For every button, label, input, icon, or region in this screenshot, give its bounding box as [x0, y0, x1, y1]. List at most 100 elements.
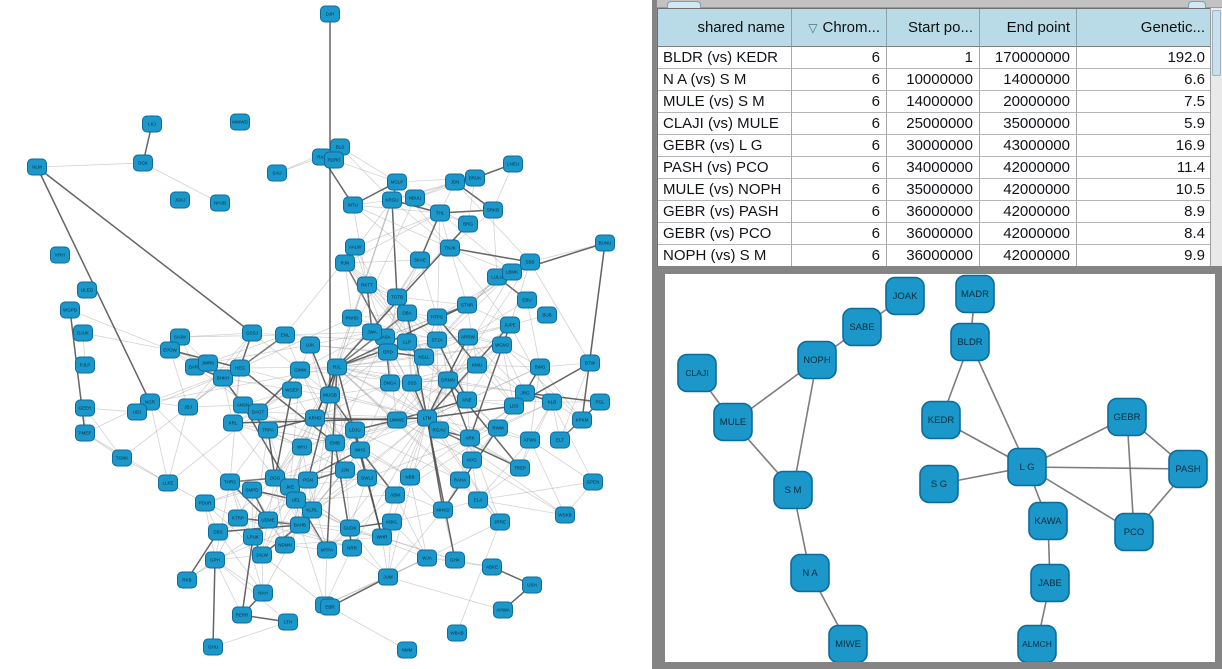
network-node[interactable]: ELA [468, 491, 488, 509]
network-node[interactable]: RJN [335, 254, 355, 272]
network-node[interactable]: BRUK [465, 169, 485, 187]
network-node[interactable]: RDRD [324, 151, 344, 169]
node-PCO[interactable]: PCO [1114, 512, 1154, 552]
network-node[interactable]: BTW [580, 354, 600, 372]
network-node[interactable]: BHKH [213, 369, 233, 387]
network-node[interactable]: NBB [400, 468, 420, 486]
network-node[interactable]: NMM [397, 641, 417, 659]
network-node[interactable]: SAU [267, 164, 287, 182]
network-node[interactable]: BAHB [290, 516, 310, 534]
network-node[interactable]: SSS [402, 374, 422, 392]
network-node[interactable]: BRG [458, 215, 478, 233]
table-scrollbar[interactable] [1210, 8, 1222, 266]
node-JOAK[interactable]: JOAK [885, 276, 925, 316]
network-node[interactable]: JJN [335, 461, 355, 479]
node-S-M[interactable]: S M [773, 470, 813, 510]
table-row[interactable]: GEBR (vs) PASH 6 36000000 42000000 8.9 [658, 201, 1212, 223]
network-node[interactable]: LTH [278, 613, 298, 631]
network-node[interactable]: TGTB [387, 288, 407, 306]
network-node[interactable]: JBJ [178, 398, 198, 416]
network-node[interactable]: JUPE [500, 316, 520, 334]
table-row[interactable]: N A (vs) S M 6 10000000 14000000 6.6 [658, 69, 1212, 91]
network-node[interactable]: GEEH [75, 399, 95, 417]
network-node[interactable]: UEL [286, 491, 306, 509]
network-node[interactable]: GWLJ [357, 469, 377, 487]
network-node[interactable]: PDUR [195, 494, 215, 512]
network-node[interactable]: RKTT [357, 276, 377, 294]
network-node[interactable]: EPDW [160, 341, 180, 359]
network-node[interactable]: EBR [320, 598, 340, 616]
network-node[interactable]: JUM [378, 568, 398, 586]
network-node[interactable]: BUB [537, 306, 557, 324]
network-node[interactable]: DGG [265, 469, 285, 487]
network-node[interactable]: ABM [385, 486, 405, 504]
network-node[interactable]: LDS [504, 397, 524, 415]
column-header-chromosome[interactable]: ▽ Chrom... [792, 9, 887, 47]
network-node[interactable]: KRH [50, 246, 70, 264]
network-node[interactable]: TRPA [258, 421, 278, 439]
network-node[interactable]: WBAB [447, 624, 467, 642]
node-NOPH[interactable]: NOPH [797, 340, 837, 380]
network-node[interactable]: NDMN [275, 536, 295, 554]
network-node[interactable]: UWWE [387, 411, 407, 429]
column-header-start-position[interactable]: Start po... [887, 9, 980, 47]
network-node[interactable]: WGMJ [492, 336, 512, 354]
network-node[interactable]: RWM [488, 419, 508, 437]
network-node[interactable]: DRMN [438, 371, 458, 389]
network-node[interactable]: WHR [372, 528, 392, 546]
network-node[interactable]: THL [430, 204, 450, 222]
network-node[interactable]: WGPD [60, 301, 80, 319]
network-node[interactable]: DBA [397, 304, 417, 322]
network-edge[interactable] [792, 359, 818, 491]
network-node[interactable]: ABKE [482, 558, 502, 576]
node-ALMCH[interactable]: ALMCH [1017, 624, 1057, 663]
network-node[interactable]: JRRE [490, 513, 510, 531]
network-node[interactable]: PMEP [75, 424, 95, 442]
network-node[interactable]: ENL [275, 326, 295, 344]
network-node[interactable]: DNGA [380, 374, 400, 392]
network-node[interactable]: MUGB [320, 386, 340, 404]
filter-icon[interactable]: ▽ [808, 20, 818, 35]
network-node[interactable]: RERR [232, 606, 252, 624]
network-node[interactable]: NLM [27, 158, 47, 176]
network-node[interactable]: TGNK [112, 449, 132, 467]
network-node[interactable]: WHS [350, 441, 370, 459]
network-edge[interactable] [1026, 466, 1189, 470]
network-node[interactable]: PGL [590, 393, 610, 411]
network-node[interactable]: AHWA [493, 601, 513, 619]
network-node[interactable]: ARK [460, 429, 480, 447]
network-node[interactable]: RAHA [450, 471, 470, 489]
table-row[interactable]: GEBR (vs) PCO 6 36000000 42000000 8.4 [658, 223, 1212, 245]
network-node[interactable]: EBU [517, 291, 537, 309]
network-node[interactable]: RKB [177, 571, 197, 589]
network-node[interactable]: DJH [320, 5, 340, 23]
node-MULE[interactable]: MULE [713, 402, 753, 442]
network-node[interactable]: MTPA [317, 541, 337, 559]
network-node[interactable]: NBUU [405, 189, 425, 207]
node-GEBR[interactable]: GEBR [1107, 397, 1147, 437]
node-MIWE[interactable]: MIWE [828, 624, 868, 663]
network-node[interactable]: ULEG [77, 281, 97, 299]
node-PASH[interactable]: PASH [1168, 449, 1208, 489]
network-node[interactable]: STJA [427, 331, 447, 349]
network-node[interactable]: THRS [220, 473, 240, 491]
network-node[interactable]: KNE [457, 391, 477, 409]
network-node[interactable]: EMB [325, 434, 345, 452]
small-network-canvas[interactable]: JOAK SABE NOPH CLAJI MULE S M N A MIWE MADR BLDR K… [665, 274, 1215, 662]
table-row[interactable]: BLDR (vs) KEDR 6 1 170000000 192.0 [658, 47, 1212, 69]
network-node[interactable]: DAGT [248, 403, 268, 421]
column-header-end-point[interactable]: End point [980, 9, 1077, 47]
network-node[interactable]: LDJU [345, 421, 365, 439]
network-node[interactable]: LLKE [158, 474, 178, 492]
network-node[interactable]: ATWK [520, 431, 540, 449]
network-node[interactable]: TREP [510, 459, 530, 477]
network-node[interactable]: ARRW [458, 328, 478, 346]
large-network-canvas[interactable]: DJH NLM LKJ DGK JGKJ NHJB SAU RAH BLS RDRD MGLP KRG… [0, 0, 652, 669]
network-node[interactable]: WHJ [292, 438, 312, 456]
network-node[interactable]: DJUK [73, 324, 93, 342]
network-node[interactable]: JGKJ [170, 191, 190, 209]
node-L-G[interactable]: L G [1007, 447, 1047, 487]
network-node[interactable]: MHKD [433, 501, 453, 519]
network-node[interactable]: LBMK [502, 263, 522, 281]
network-node[interactable]: LLP [397, 333, 417, 351]
